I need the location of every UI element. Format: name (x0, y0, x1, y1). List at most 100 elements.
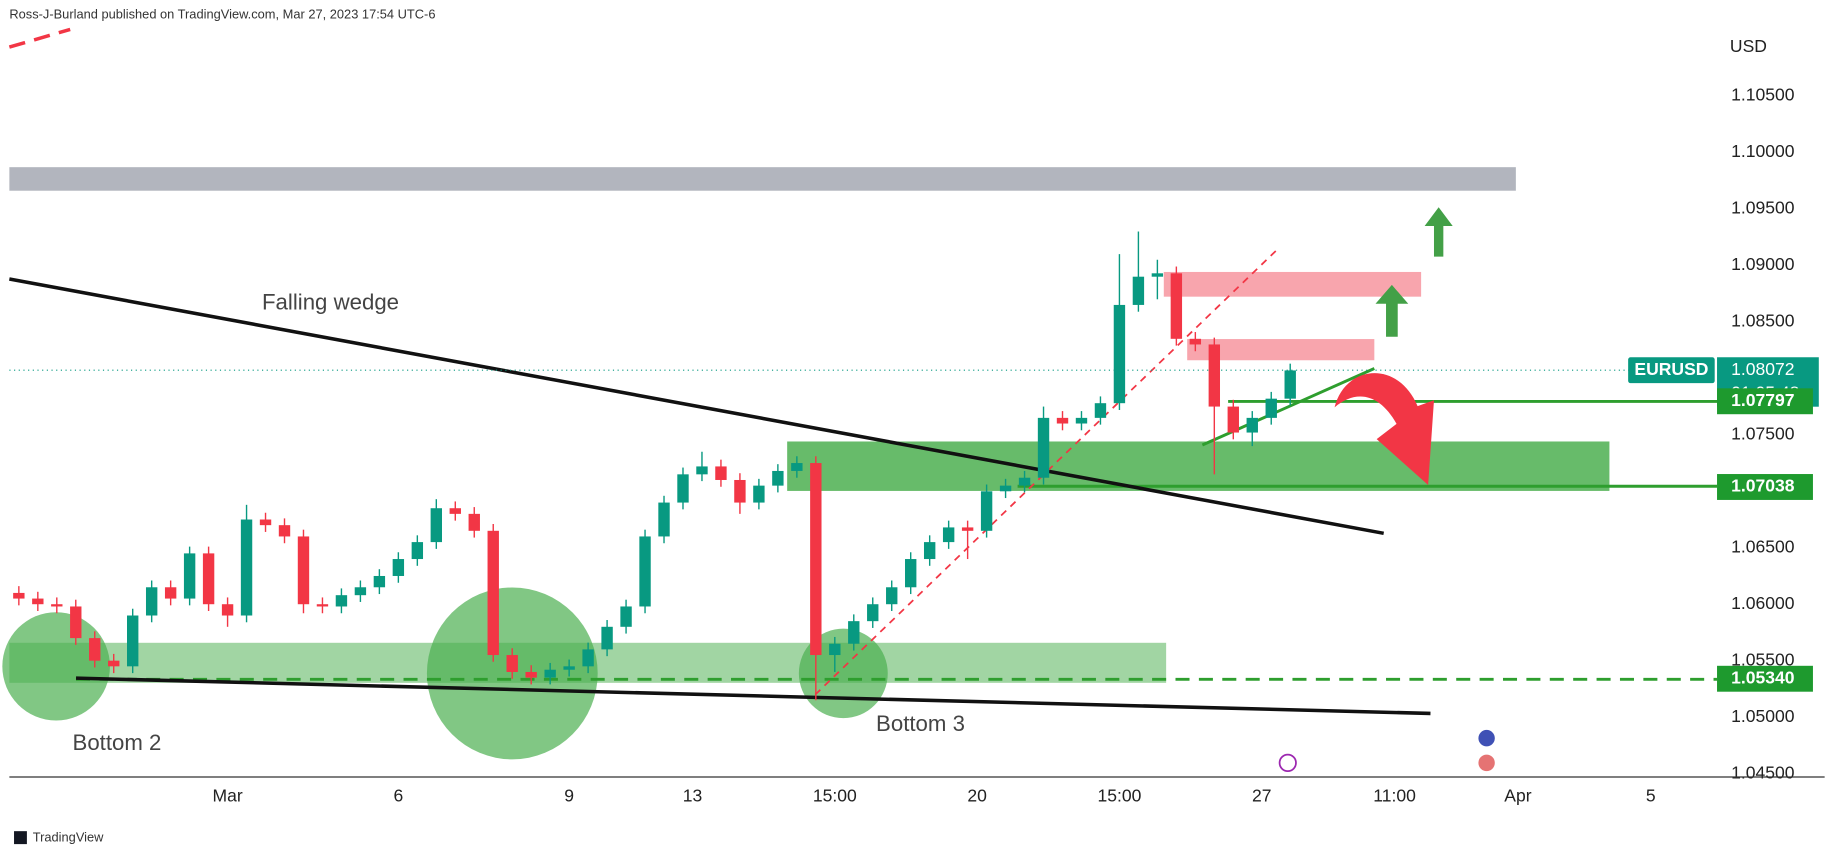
candle-body (1075, 417, 1088, 424)
supply-zone (1163, 271, 1422, 297)
candle-body (867, 604, 879, 622)
level-tag (1717, 388, 1813, 415)
candle-body (430, 508, 443, 543)
candle-body (942, 527, 955, 543)
x-tick-label: 5 (1646, 786, 1656, 806)
candle-body (108, 660, 120, 667)
x-tick-label: 15:00 (1097, 786, 1141, 806)
candle-body (487, 530, 499, 656)
x-tick-label: 11:00 (1373, 786, 1416, 806)
candle-body (620, 606, 632, 627)
candle-body (829, 643, 841, 656)
candle-body (525, 671, 537, 678)
candle-body (1094, 403, 1107, 418)
y-tick-label: 1.10000 (1731, 141, 1795, 161)
candle-body (772, 470, 784, 486)
candle-body (810, 463, 822, 656)
currency: USD (1730, 36, 1767, 56)
y-tick-label: 1.05500 (1731, 649, 1795, 669)
candle-body (961, 527, 974, 531)
y-tick-label: 1.07500 (1731, 423, 1795, 443)
candle-body (791, 463, 803, 471)
x-tick-label: Mar (212, 786, 242, 806)
y-tick-label: 1.09000 (1731, 254, 1795, 274)
footer: TradingView (33, 830, 104, 845)
y-tick-label: 1.10500 (1731, 85, 1795, 105)
candle-body (1151, 273, 1164, 277)
candle-body (1113, 304, 1126, 404)
candle-body (316, 604, 329, 607)
candle-body (1170, 273, 1183, 339)
candle-body (905, 559, 917, 588)
candle-body (89, 638, 101, 661)
candle-body (1056, 417, 1069, 424)
candle-body (1284, 370, 1296, 399)
candle-body (32, 598, 44, 605)
x-tick-label: 6 (393, 786, 403, 806)
candle-body (923, 542, 936, 560)
candle-body (1189, 338, 1202, 345)
last-price-label: 1.08072 (1731, 359, 1794, 379)
candle-body (202, 553, 215, 605)
header: Ross-J-Burland published on TradingView.… (9, 7, 435, 22)
x-tick-label: 15:00 (813, 786, 857, 806)
logo (14, 831, 27, 845)
trend-line (814, 247, 1280, 696)
level-tag (1717, 665, 1813, 692)
candle-body (70, 606, 82, 639)
y-tick-label: 1.05000 (1731, 706, 1795, 726)
event-icon[interactable] (1278, 753, 1297, 773)
x-tick-label: Apr (1504, 786, 1531, 806)
down-arrow (1334, 373, 1434, 486)
candle-body (411, 542, 424, 560)
candle-body (658, 502, 670, 537)
candle-body (1018, 477, 1031, 486)
annotation: Bottom 3 (876, 711, 965, 736)
annotation: Bottom 2 (73, 730, 162, 755)
candle-body (1208, 344, 1221, 407)
up-arrow (1375, 284, 1409, 337)
symbol-label: EURUSD (1634, 359, 1708, 379)
x-tick-label: 20 (967, 786, 987, 806)
candle-body (639, 536, 651, 607)
bottom-circle (2, 612, 110, 721)
candle-body (1246, 417, 1258, 433)
candle-body (506, 655, 518, 672)
wedge-line (75, 676, 1431, 716)
event-icon[interactable] (1478, 754, 1495, 772)
candle-body (392, 559, 405, 576)
candle-body (354, 587, 367, 596)
candle-body (183, 553, 196, 599)
candle-body (1132, 276, 1145, 305)
candle-body (980, 491, 993, 531)
candle-body (51, 604, 63, 607)
candle-body (373, 575, 386, 588)
resistance-zone (9, 167, 1516, 191)
candle-body (734, 479, 746, 503)
candle-body (297, 536, 310, 605)
candle-body (145, 587, 158, 616)
up-arrow (1424, 207, 1453, 257)
y-tick-label: 1.08500 (1731, 310, 1795, 330)
candle-body (696, 466, 708, 475)
candle-body (164, 587, 177, 599)
event-icon[interactable] (1478, 729, 1495, 747)
candle-body (544, 669, 556, 678)
candle-body (715, 466, 727, 480)
candle-body (468, 513, 480, 531)
candle-body (1265, 398, 1277, 418)
candle-body (335, 595, 348, 607)
trend-line (8, 27, 71, 49)
candle-body (278, 525, 291, 537)
y-tick-label: 1.09500 (1731, 198, 1795, 218)
supply-zone (1187, 339, 1375, 361)
x-tick-label: 9 (564, 786, 574, 806)
candle-body (601, 626, 613, 650)
candle-body (886, 587, 898, 605)
candle-body (1227, 406, 1239, 433)
candle-body (259, 519, 272, 526)
y-tick-label: 1.06500 (1731, 536, 1795, 556)
